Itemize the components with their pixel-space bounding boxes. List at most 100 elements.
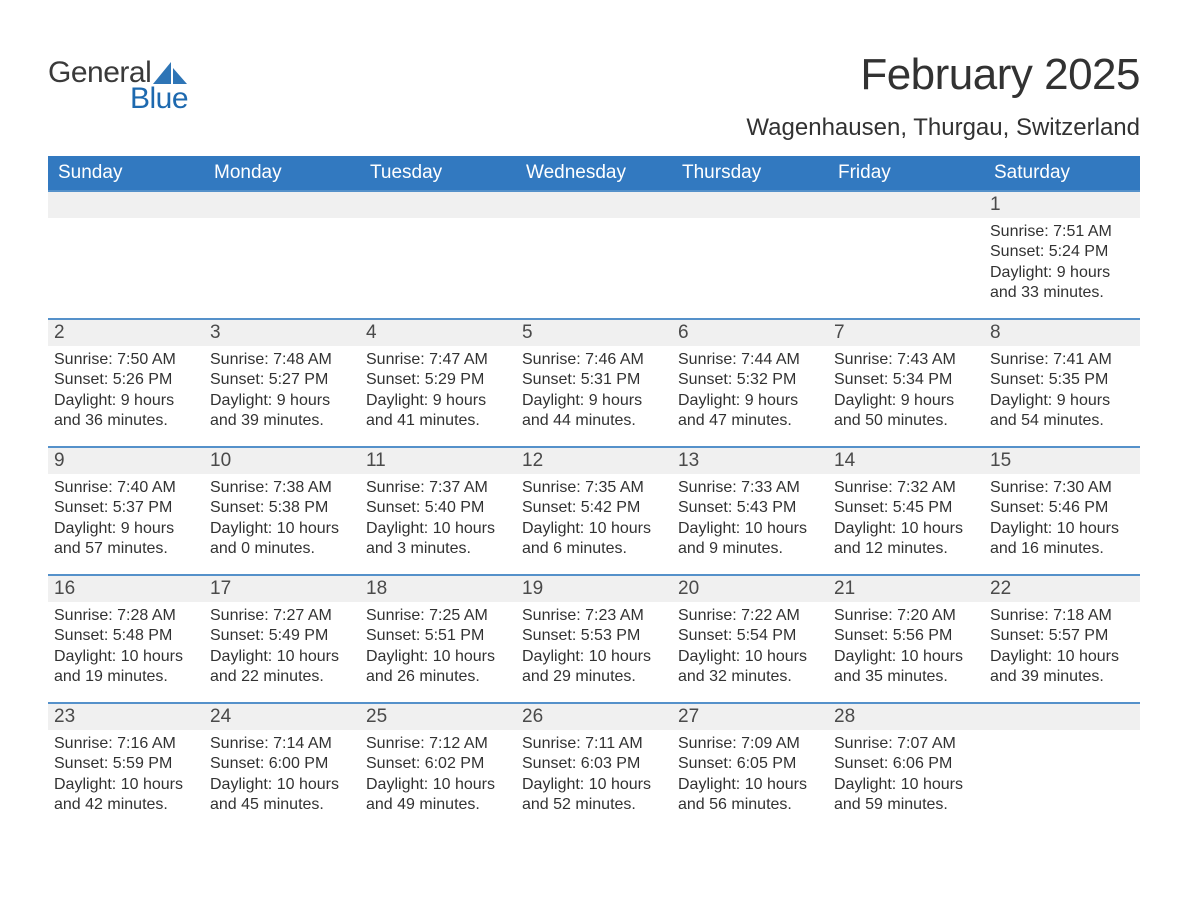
day-details: Sunrise: 7:33 AMSunset: 5:43 PMDaylight:… xyxy=(672,474,828,566)
calendar-table: SundayMondayTuesdayWednesdayThursdayFrid… xyxy=(48,156,1140,830)
calendar-cell: 1Sunrise: 7:51 AMSunset: 5:24 PMDaylight… xyxy=(984,190,1140,318)
calendar-cell: 25Sunrise: 7:12 AMSunset: 6:02 PMDayligh… xyxy=(360,702,516,830)
sunset-line: Sunset: 5:59 PM xyxy=(54,754,198,774)
daylight-line: Daylight: 10 hours and 59 minutes. xyxy=(834,775,978,816)
daylight-line: Daylight: 10 hours and 3 minutes. xyxy=(366,519,510,560)
sunset-line: Sunset: 5:45 PM xyxy=(834,498,978,518)
daylight-line: Daylight: 10 hours and 26 minutes. xyxy=(366,647,510,688)
sunrise-line: Sunrise: 7:38 AM xyxy=(210,478,354,498)
daylight-line: Daylight: 9 hours and 50 minutes. xyxy=(834,391,978,432)
day-number: 5 xyxy=(516,318,672,346)
calendar-cell: 19Sunrise: 7:23 AMSunset: 5:53 PMDayligh… xyxy=(516,574,672,702)
day-details: Sunrise: 7:14 AMSunset: 6:00 PMDaylight:… xyxy=(204,730,360,822)
day-number: 15 xyxy=(984,446,1140,474)
daylight-line: Daylight: 10 hours and 56 minutes. xyxy=(678,775,822,816)
day-details: Sunrise: 7:18 AMSunset: 5:57 PMDaylight:… xyxy=(984,602,1140,694)
sunset-line: Sunset: 5:26 PM xyxy=(54,370,198,390)
day-details: Sunrise: 7:11 AMSunset: 6:03 PMDaylight:… xyxy=(516,730,672,822)
daylight-line: Daylight: 10 hours and 49 minutes. xyxy=(366,775,510,816)
daylight-line: Daylight: 10 hours and 32 minutes. xyxy=(678,647,822,688)
daylight-line: Daylight: 10 hours and 12 minutes. xyxy=(834,519,978,560)
calendar-cell: 13Sunrise: 7:33 AMSunset: 5:43 PMDayligh… xyxy=(672,446,828,574)
calendar-cell: 7Sunrise: 7:43 AMSunset: 5:34 PMDaylight… xyxy=(828,318,984,446)
day-number: 28 xyxy=(828,702,984,730)
calendar-cell xyxy=(360,190,516,318)
sunrise-line: Sunrise: 7:23 AM xyxy=(522,606,666,626)
daylight-line: Daylight: 10 hours and 39 minutes. xyxy=(990,647,1134,688)
calendar-cell: 18Sunrise: 7:25 AMSunset: 5:51 PMDayligh… xyxy=(360,574,516,702)
sunrise-line: Sunrise: 7:48 AM xyxy=(210,350,354,370)
sunrise-line: Sunrise: 7:18 AM xyxy=(990,606,1134,626)
day-details: Sunrise: 7:32 AMSunset: 5:45 PMDaylight:… xyxy=(828,474,984,566)
day-details: Sunrise: 7:20 AMSunset: 5:56 PMDaylight:… xyxy=(828,602,984,694)
calendar-cell xyxy=(516,190,672,318)
daylight-line: Daylight: 10 hours and 29 minutes. xyxy=(522,647,666,688)
day-number: 22 xyxy=(984,574,1140,602)
sunset-line: Sunset: 5:24 PM xyxy=(990,242,1134,262)
calendar-row: 23Sunrise: 7:16 AMSunset: 5:59 PMDayligh… xyxy=(48,702,1140,830)
sunrise-line: Sunrise: 7:33 AM xyxy=(678,478,822,498)
calendar-cell xyxy=(984,702,1140,830)
calendar-cell: 5Sunrise: 7:46 AMSunset: 5:31 PMDaylight… xyxy=(516,318,672,446)
sunset-line: Sunset: 5:43 PM xyxy=(678,498,822,518)
day-number: 21 xyxy=(828,574,984,602)
calendar-cell xyxy=(204,190,360,318)
daylight-line: Daylight: 9 hours and 41 minutes. xyxy=(366,391,510,432)
day-details: Sunrise: 7:07 AMSunset: 6:06 PMDaylight:… xyxy=(828,730,984,822)
sunset-line: Sunset: 5:37 PM xyxy=(54,498,198,518)
day-number: 7 xyxy=(828,318,984,346)
day-details: Sunrise: 7:51 AMSunset: 5:24 PMDaylight:… xyxy=(984,218,1140,310)
sunrise-line: Sunrise: 7:20 AM xyxy=(834,606,978,626)
sunrise-line: Sunrise: 7:35 AM xyxy=(522,478,666,498)
day-number: 17 xyxy=(204,574,360,602)
daylight-line: Daylight: 10 hours and 16 minutes. xyxy=(990,519,1134,560)
day-details: Sunrise: 7:27 AMSunset: 5:49 PMDaylight:… xyxy=(204,602,360,694)
day-details: Sunrise: 7:30 AMSunset: 5:46 PMDaylight:… xyxy=(984,474,1140,566)
sunset-line: Sunset: 6:06 PM xyxy=(834,754,978,774)
day-details: Sunrise: 7:25 AMSunset: 5:51 PMDaylight:… xyxy=(360,602,516,694)
day-details: Sunrise: 7:38 AMSunset: 5:38 PMDaylight:… xyxy=(204,474,360,566)
sunrise-line: Sunrise: 7:27 AM xyxy=(210,606,354,626)
sunset-line: Sunset: 5:42 PM xyxy=(522,498,666,518)
day-number: 1 xyxy=(984,190,1140,218)
sunrise-line: Sunrise: 7:37 AM xyxy=(366,478,510,498)
daylight-line: Daylight: 10 hours and 19 minutes. xyxy=(54,647,198,688)
daylight-line: Daylight: 9 hours and 57 minutes. xyxy=(54,519,198,560)
day-number: 26 xyxy=(516,702,672,730)
day-number: 11 xyxy=(360,446,516,474)
daylight-line: Daylight: 10 hours and 35 minutes. xyxy=(834,647,978,688)
sunrise-line: Sunrise: 7:16 AM xyxy=(54,734,198,754)
sunrise-line: Sunrise: 7:07 AM xyxy=(834,734,978,754)
day-details: Sunrise: 7:40 AMSunset: 5:37 PMDaylight:… xyxy=(48,474,204,566)
day-details: Sunrise: 7:23 AMSunset: 5:53 PMDaylight:… xyxy=(516,602,672,694)
daylight-line: Daylight: 9 hours and 39 minutes. xyxy=(210,391,354,432)
sunrise-line: Sunrise: 7:09 AM xyxy=(678,734,822,754)
sunset-line: Sunset: 5:31 PM xyxy=(522,370,666,390)
sunrise-line: Sunrise: 7:28 AM xyxy=(54,606,198,626)
sunrise-line: Sunrise: 7:25 AM xyxy=(366,606,510,626)
day-details: Sunrise: 7:22 AMSunset: 5:54 PMDaylight:… xyxy=(672,602,828,694)
sunrise-line: Sunrise: 7:14 AM xyxy=(210,734,354,754)
calendar-cell: 22Sunrise: 7:18 AMSunset: 5:57 PMDayligh… xyxy=(984,574,1140,702)
calendar-cell: 8Sunrise: 7:41 AMSunset: 5:35 PMDaylight… xyxy=(984,318,1140,446)
day-number: 16 xyxy=(48,574,204,602)
day-number: 9 xyxy=(48,446,204,474)
sunset-line: Sunset: 5:53 PM xyxy=(522,626,666,646)
day-number: 2 xyxy=(48,318,204,346)
calendar-cell: 6Sunrise: 7:44 AMSunset: 5:32 PMDaylight… xyxy=(672,318,828,446)
calendar-cell: 24Sunrise: 7:14 AMSunset: 6:00 PMDayligh… xyxy=(204,702,360,830)
sunset-line: Sunset: 5:27 PM xyxy=(210,370,354,390)
calendar-body: 1Sunrise: 7:51 AMSunset: 5:24 PMDaylight… xyxy=(48,190,1140,830)
day-number: 13 xyxy=(672,446,828,474)
day-number: 3 xyxy=(204,318,360,346)
calendar-cell: 26Sunrise: 7:11 AMSunset: 6:03 PMDayligh… xyxy=(516,702,672,830)
weekday-header: Monday xyxy=(204,156,360,190)
day-number: 18 xyxy=(360,574,516,602)
calendar-cell: 10Sunrise: 7:38 AMSunset: 5:38 PMDayligh… xyxy=(204,446,360,574)
sunrise-line: Sunrise: 7:22 AM xyxy=(678,606,822,626)
daylight-line: Daylight: 10 hours and 45 minutes. xyxy=(210,775,354,816)
sunset-line: Sunset: 5:56 PM xyxy=(834,626,978,646)
sunset-line: Sunset: 5:29 PM xyxy=(366,370,510,390)
day-number: 27 xyxy=(672,702,828,730)
daylight-line: Daylight: 10 hours and 9 minutes. xyxy=(678,519,822,560)
